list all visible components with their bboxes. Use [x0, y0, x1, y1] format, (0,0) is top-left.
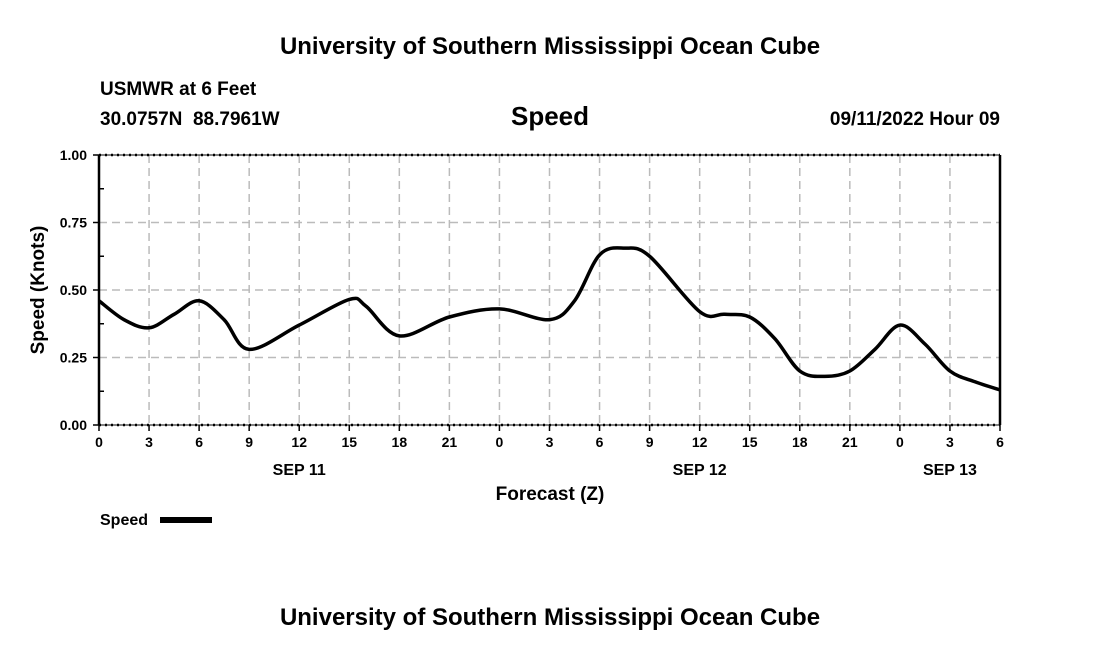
chart-title: University of Southern Mississippi Ocean…	[280, 33, 820, 60]
y-tick-label: 0.50	[60, 282, 87, 298]
x-tick-label: 3	[546, 434, 554, 450]
x-tick-label: 9	[646, 434, 654, 450]
x-tick-label: 21	[842, 434, 858, 450]
axes: 0 3 6 9 12 15 18 21 0 3 6 9 12 15 18 21 0 3 6 0.00 0.25 0.50 0…	[60, 147, 1004, 479]
y-tick-label: 0.25	[60, 350, 87, 366]
y-tick-label: 1.00	[60, 147, 87, 163]
x-tick-label: 15	[341, 434, 357, 450]
x-tick-label: 6	[596, 434, 604, 450]
x-tick-label: 21	[442, 434, 458, 450]
x-tick-label: 6	[996, 434, 1004, 450]
grid	[99, 155, 1000, 425]
datetime-label: 09/11/2022 Hour 09	[830, 109, 1000, 130]
x-tick-label: 12	[692, 434, 708, 450]
x-tick-label: 3	[946, 434, 954, 450]
location-label: 30.0757N 88.7961W	[100, 109, 280, 130]
legend-swatch	[160, 517, 212, 523]
legend-label: Speed	[100, 512, 148, 529]
x-tick-label: 6	[195, 434, 203, 450]
x-tick-label: 0	[496, 434, 504, 450]
x-tick-label: 0	[896, 434, 904, 450]
x-tick-label: 0	[95, 434, 103, 450]
y-axis-label: Speed (Knots)	[28, 226, 49, 355]
x-tick-label: 18	[392, 434, 408, 450]
x-tick-label: 18	[792, 434, 808, 450]
x-tick-label: 15	[742, 434, 758, 450]
date-label: SEP 12	[673, 462, 727, 479]
x-axis-label: Forecast (Z)	[496, 484, 605, 505]
y-tick-label: 0.75	[60, 215, 87, 231]
x-tick-label: 9	[245, 434, 253, 450]
footer-title: University of Southern Mississippi Ocean…	[280, 604, 820, 631]
chart-subtitle: Speed	[511, 101, 589, 131]
station-label: USMWR at 6 Feet	[100, 79, 257, 100]
date-label: SEP 13	[923, 462, 977, 479]
date-label: SEP 11	[273, 462, 326, 479]
x-tick-label: 12	[291, 434, 307, 450]
x-tick-label: 3	[145, 434, 153, 450]
speed-series-line	[97, 246, 1001, 392]
y-tick-label: 0.00	[60, 417, 87, 433]
